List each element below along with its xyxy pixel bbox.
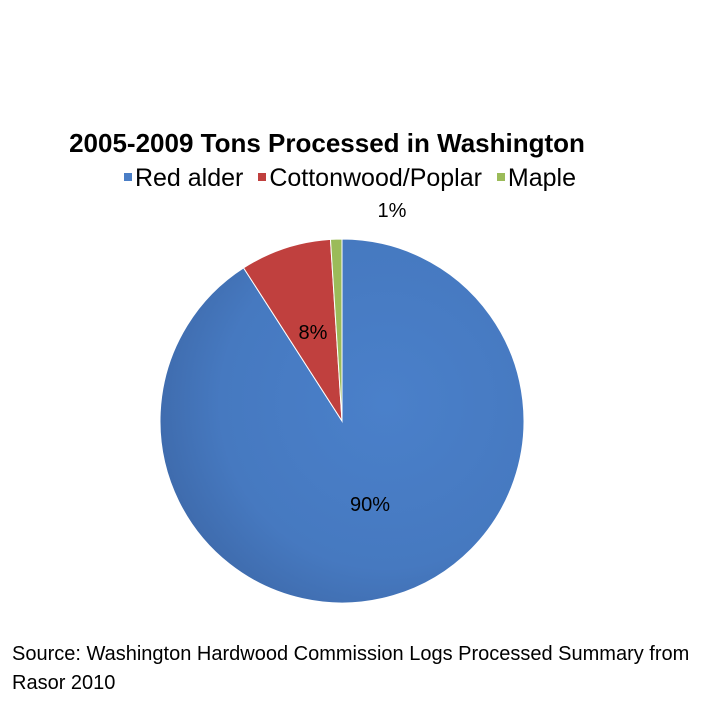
legend-label-cottonwood-poplar: Cottonwood/Poplar bbox=[269, 164, 482, 192]
legend-swatch-red-alder bbox=[123, 173, 132, 181]
slice-maple bbox=[329, 238, 343, 422]
legend-item-cottonwood-poplar: Cottonwood/Poplar bbox=[258, 164, 482, 193]
legend-item-red-alder: Red alder bbox=[123, 164, 244, 193]
chart-legend: Red alder Cottonwood/Poplar Maple bbox=[0, 164, 700, 193]
data-label-cottonwood-poplar: 8% bbox=[299, 322, 328, 344]
slice-cottonwood-poplar bbox=[242, 238, 343, 423]
legend-label-red-alder: Red alder bbox=[134, 164, 244, 192]
source-note: Source: Washington Hardwood Commission L… bbox=[12, 643, 690, 694]
legend-swatch-cottonwood-poplar bbox=[258, 173, 267, 181]
chart-title: 2005-2009 Tons Processed in Washington bbox=[69, 128, 585, 158]
data-label-red-alder: 90% bbox=[350, 494, 390, 516]
legend-item-maple: Maple bbox=[496, 164, 577, 193]
legend-swatch-maple bbox=[496, 173, 505, 181]
legend-label-maple: Maple bbox=[507, 164, 577, 192]
data-label-maple: 1% bbox=[378, 200, 407, 222]
